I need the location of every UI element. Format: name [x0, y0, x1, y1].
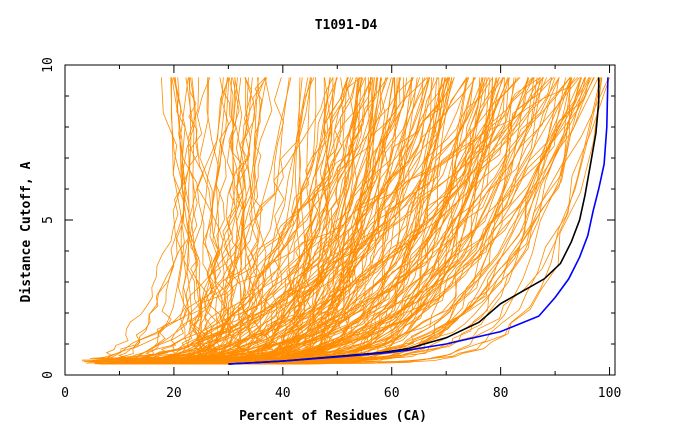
background-model-curve — [152, 77, 448, 364]
background-model-curve — [298, 77, 453, 363]
chart-title: T1091-D4 — [315, 18, 378, 33]
background-model-curve — [137, 77, 195, 360]
background-model-curve — [99, 77, 555, 365]
background-model-curve — [275, 77, 317, 360]
x-axis-label: Percent of Residues (CA) — [239, 409, 427, 424]
background-model-curve — [170, 77, 504, 361]
x-tick-label: 20 — [166, 386, 182, 401]
background-model-curve — [180, 77, 530, 363]
background-model-curve — [193, 77, 261, 362]
y-tick-label: 0 — [41, 371, 56, 379]
background-model-curve — [240, 77, 431, 364]
background-model-curve — [121, 77, 529, 364]
y-axis-label: Distance Cutoff, A — [19, 161, 34, 302]
background-model-curve — [99, 77, 449, 359]
background-model-curve — [220, 77, 450, 362]
background-model-curve — [276, 77, 534, 361]
background-model-curves — [82, 77, 610, 365]
highlighted-series-line-2 — [228, 77, 609, 365]
background-model-curve — [84, 77, 414, 363]
background-model-curve — [157, 77, 267, 360]
background-model-curve — [279, 77, 469, 360]
background-model-curve — [92, 77, 200, 361]
background-model-curve — [234, 77, 266, 361]
background-model-curve — [264, 77, 601, 364]
background-model-curve — [132, 77, 364, 363]
background-model-curve — [270, 77, 285, 361]
background-model-curve — [295, 77, 491, 363]
background-model-curve — [256, 77, 387, 361]
background-model-curve — [94, 77, 211, 360]
background-model-curve — [188, 77, 207, 362]
background-model-curve — [266, 77, 494, 361]
background-model-curve — [100, 77, 334, 363]
y-tick-label: 10 — [41, 57, 56, 73]
background-model-curve — [89, 77, 490, 359]
x-tick-label: 60 — [384, 386, 400, 401]
background-model-curve — [145, 77, 501, 363]
background-model-curve — [155, 77, 290, 359]
background-model-curve — [97, 77, 230, 360]
background-model-curve — [153, 77, 486, 360]
x-tick-label: 40 — [275, 386, 291, 401]
x-tick-label: 80 — [493, 386, 509, 401]
background-model-curve — [248, 77, 266, 361]
highlighted-model-curves — [228, 77, 609, 365]
axes: 0 20 40 60 80 100 0 5 10 — [41, 57, 621, 401]
y-tick-label: 5 — [41, 216, 56, 224]
background-model-curve — [262, 77, 357, 361]
background-model-curve — [111, 77, 455, 364]
background-model-curve — [128, 77, 428, 363]
x-tick-label: 100 — [598, 386, 621, 401]
x-tick-label: 0 — [61, 386, 69, 401]
background-model-curve — [134, 77, 412, 364]
